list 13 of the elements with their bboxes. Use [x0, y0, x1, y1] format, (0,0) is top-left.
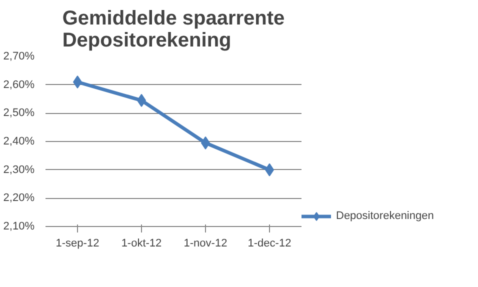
y-tick-label: 2,40% [3, 136, 35, 148]
x-tick-label: 1-sep-12 [56, 238, 100, 250]
y-tick-label: 2,60% [3, 78, 35, 91]
y-tick-label: 2,70% [3, 50, 35, 62]
x-tick-label: 1-dec-12 [248, 238, 292, 250]
x-tick-label: 1-nov-12 [184, 238, 228, 250]
x-tick-label: 1-okt-12 [121, 238, 162, 250]
legend-label: Depositorekeningen [336, 210, 434, 222]
y-tick-label: 2,50% [3, 107, 35, 120]
y-tick-label: 2,20% [3, 192, 35, 204]
y-tick-label: 2,30% [3, 164, 35, 176]
chart-title: Gemiddelde spaarrente Depositorekening [62, 8, 285, 52]
y-tick-label: 2,10% [3, 220, 35, 232]
